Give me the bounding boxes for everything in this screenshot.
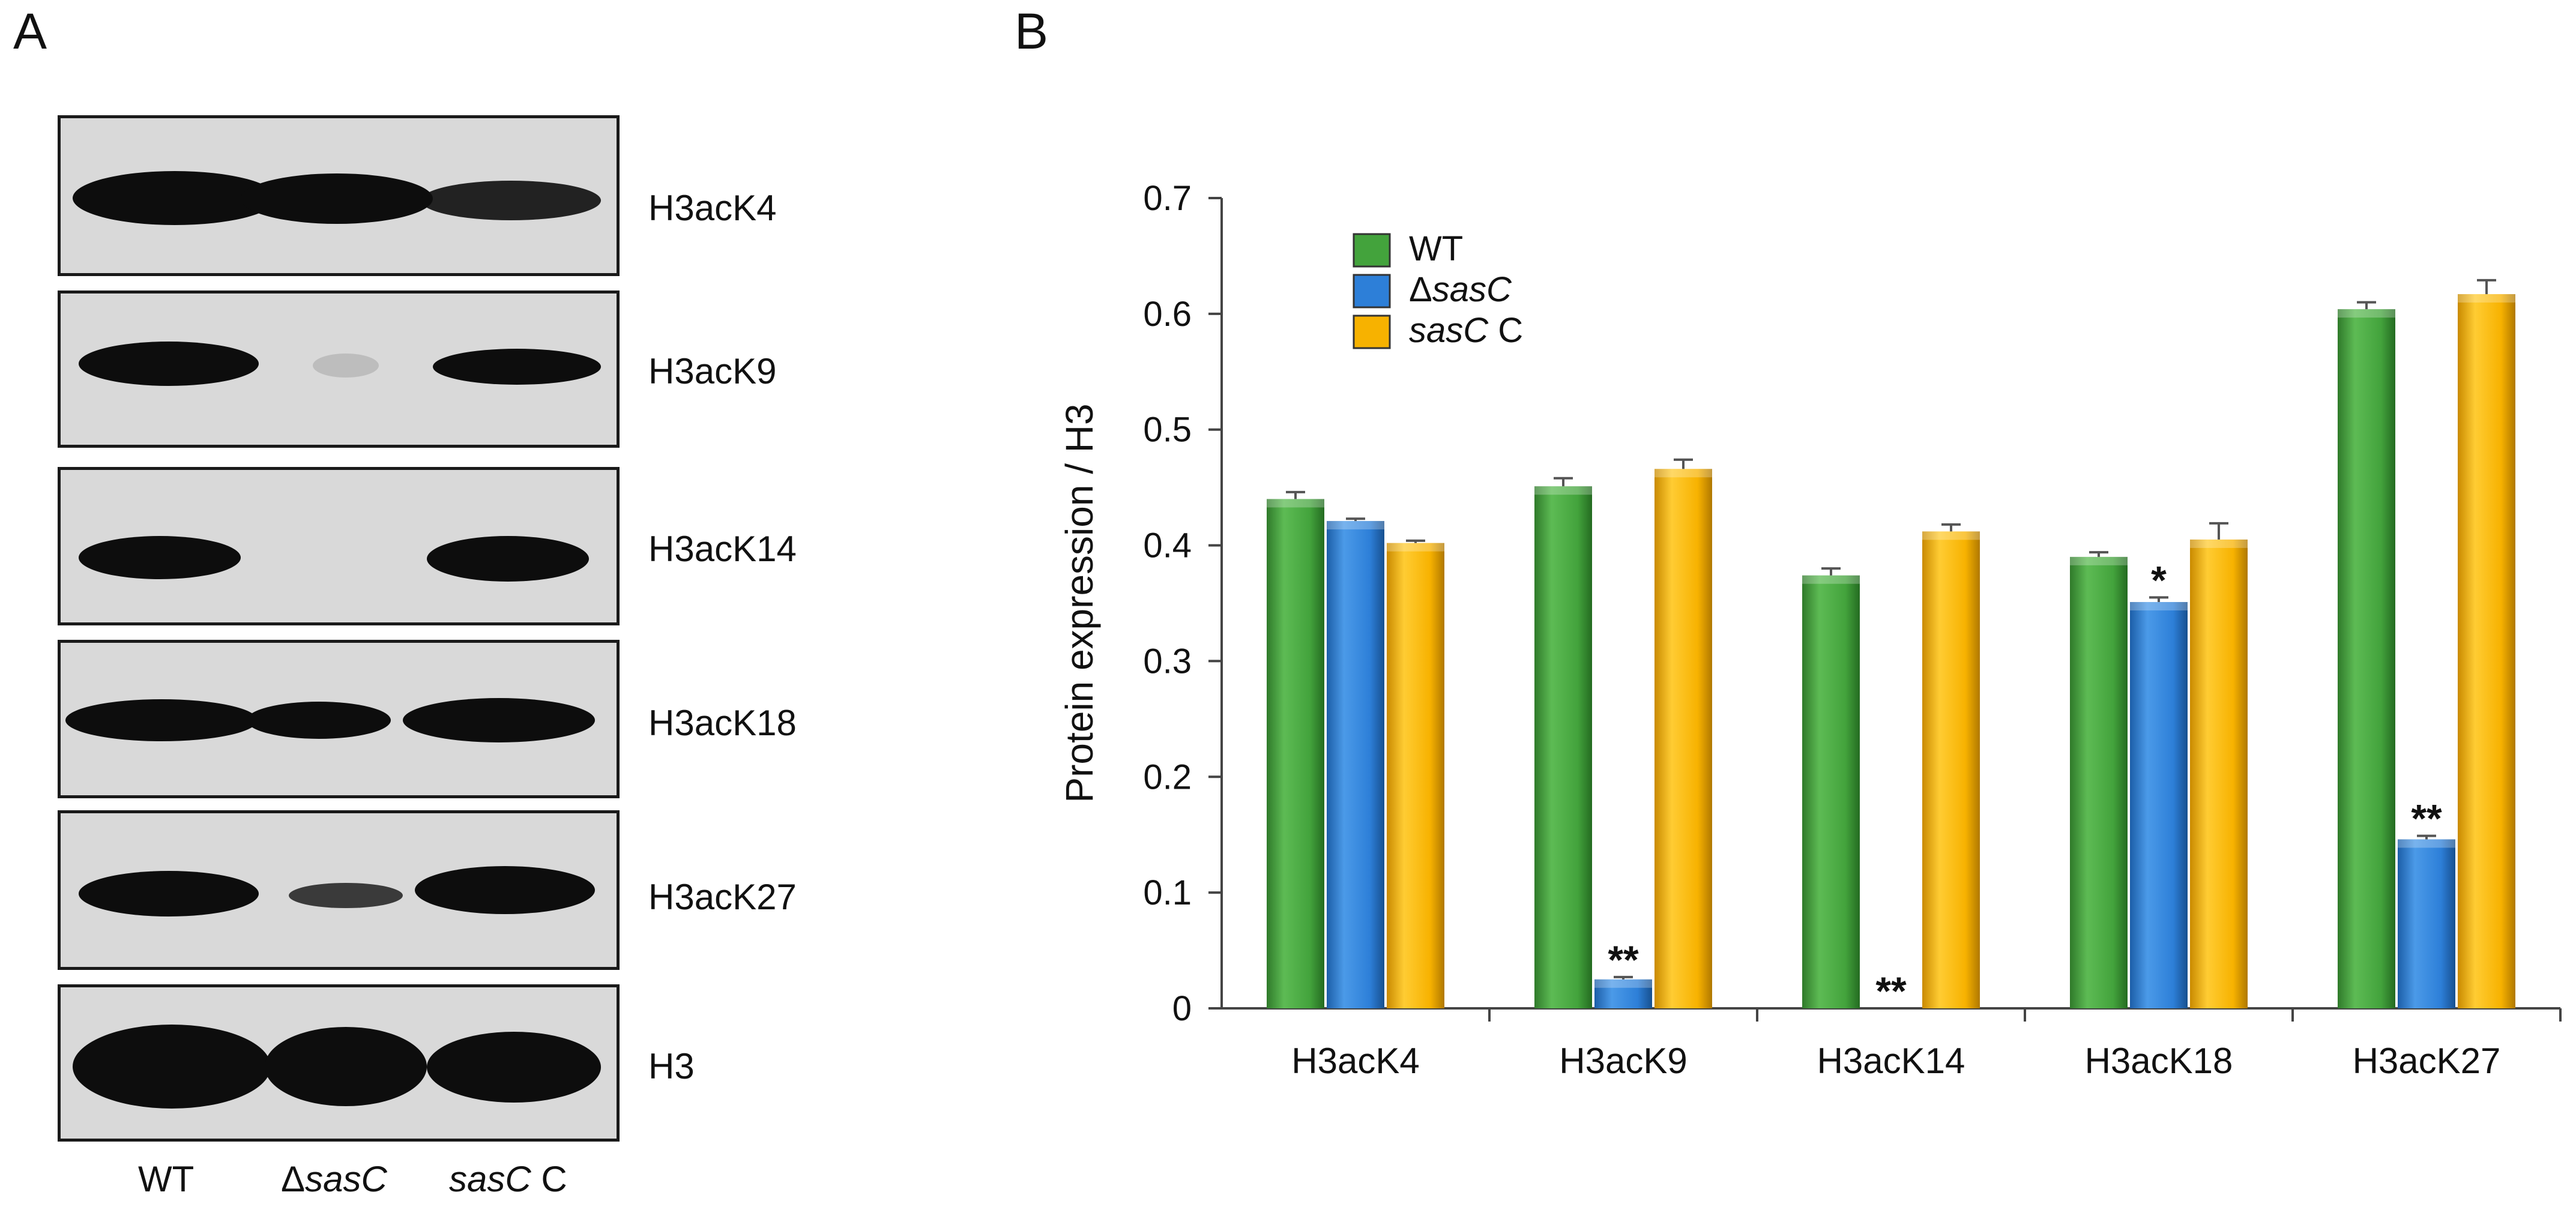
bar-top-shade xyxy=(2190,539,2248,548)
significance-marker: ** xyxy=(1608,938,1639,982)
x-tick-label: H3acK27 xyxy=(2353,1041,2501,1081)
bar xyxy=(1387,543,1444,1008)
lane-label-sasc-c: sasC C xyxy=(449,1159,567,1199)
legend-label: sasC C xyxy=(1409,311,1523,350)
bar-top-shade xyxy=(2398,839,2455,848)
bar xyxy=(1594,979,1652,1008)
bar-top-shade xyxy=(2070,556,2128,565)
legend-swatch xyxy=(1353,315,1391,349)
bar-top-shade xyxy=(2130,602,2188,611)
chart-bars: ******* xyxy=(1267,278,2515,1013)
y-tick-label: 0.4 xyxy=(1143,526,1192,565)
legend-swatch xyxy=(1353,274,1391,309)
panel-a-letter: A xyxy=(13,3,47,59)
bar xyxy=(1327,521,1384,1008)
legend-label: ΔsasC xyxy=(1409,270,1512,309)
bar-top-shade xyxy=(2458,294,2515,303)
bar-top-shade xyxy=(1594,979,1652,988)
blot-h3ack9 xyxy=(58,290,620,448)
bar-top-shade xyxy=(1327,521,1384,530)
blot-label-h3ack18: H3acK18 xyxy=(648,703,797,743)
y-tick-label: 0.2 xyxy=(1143,757,1192,796)
bar-top-shade xyxy=(1654,469,1712,478)
y-tick-label: 0.7 xyxy=(1143,179,1192,218)
blot-h3 xyxy=(58,984,620,1142)
blot-h3ack18 xyxy=(58,640,620,798)
chart-axes: 0 0.1 0.2 0.3 0.4 0.5 0.6 0.7 Protein expression… xyxy=(1058,179,2562,1081)
y-tick-label: 0 xyxy=(1172,989,1192,1028)
blot-h3ack27 xyxy=(58,810,620,970)
bar xyxy=(1534,486,1592,1008)
y-tick-label: 0.5 xyxy=(1143,411,1192,450)
bar-top-shade xyxy=(1802,575,1860,584)
bar xyxy=(2458,294,2515,1009)
y-tick-label: 0.3 xyxy=(1143,642,1192,681)
significance-marker: ** xyxy=(2411,796,2442,841)
blot-label-h3: H3 xyxy=(648,1046,695,1086)
x-tick-label: H3acK14 xyxy=(1817,1041,1965,1081)
x-tick-label: H3acK9 xyxy=(1559,1041,1687,1081)
blot-h3ack14 xyxy=(58,467,620,625)
legend-label: WT xyxy=(1409,229,1463,268)
blot-label-h3ack27: H3acK27 xyxy=(648,877,797,917)
y-tick-label: 0.1 xyxy=(1143,873,1192,912)
bar xyxy=(1802,575,1860,1008)
significance-marker: * xyxy=(2151,558,2167,602)
bar xyxy=(1654,469,1712,1008)
bar xyxy=(1922,531,1980,1008)
lane-label-wt: WT xyxy=(138,1159,195,1199)
bar-top-shade xyxy=(1387,543,1444,552)
blot-label-h3ack4: H3acK4 xyxy=(648,188,777,228)
bar xyxy=(2338,309,2395,1009)
bar xyxy=(2130,602,2188,1008)
bar-top-shade xyxy=(1922,531,1980,540)
bar-top-shade xyxy=(1267,499,1324,508)
x-tick-label: H3acK4 xyxy=(1291,1041,1419,1081)
lane-label-delta-sasc: ΔsasC xyxy=(281,1159,387,1199)
blot-h3ack4 xyxy=(58,115,620,276)
bar xyxy=(2070,556,2128,1008)
blot-label-h3ack9: H3acK9 xyxy=(648,351,777,391)
y-tick-label: 0.6 xyxy=(1143,295,1192,334)
bar xyxy=(2398,839,2455,1008)
panel-b-letter: B xyxy=(1015,3,1049,59)
bar-top-shade xyxy=(2338,309,2395,318)
significance-marker: ** xyxy=(1875,969,1907,1013)
bar xyxy=(1267,499,1324,1008)
y-axis-title: Protein expression / H3 xyxy=(1058,403,1101,802)
legend-swatch xyxy=(1353,233,1391,268)
blot-label-h3ack14: H3acK14 xyxy=(648,529,797,569)
bar-top-shade xyxy=(1534,486,1592,495)
x-tick-label: H3acK18 xyxy=(2085,1041,2233,1081)
bar xyxy=(2190,539,2248,1008)
